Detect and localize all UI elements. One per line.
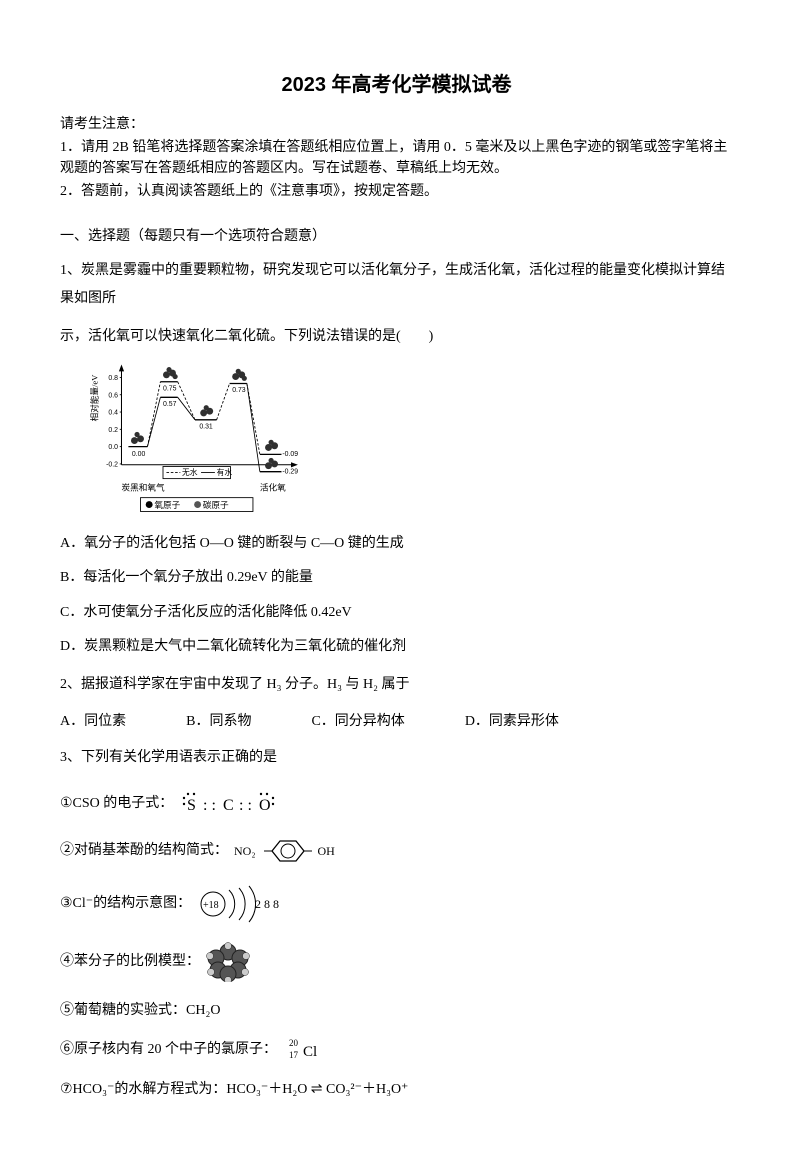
q2-stem: 2、据报道科学家在宇宙中发现了 H₃ 分子。H₃ 与 H₂ 属于 [60,671,733,699]
q3-item-5-text: ⑤葡萄糖的实验式：CH₂O [60,1000,220,1021]
q3-item-2: ②对硝基苯酚的结构简式： NO₂ OH [60,836,733,866]
svg-text:0.31: 0.31 [199,423,213,430]
svg-text:S: S [187,797,196,814]
q1-stem-2: 示，活化氧可以快速氧化二氧化硫。下列说法错误的是( ) [60,323,733,351]
svg-text:活化氧: 活化氧 [260,482,286,493]
q1-opt-d: D．炭黑颗粒是大气中二氧化硫转化为三氧化硫的催化剂 [60,636,733,658]
svg-text:-0.09: -0.09 [282,451,298,458]
q3-item-4-label: ④苯分子的比例模型： [60,951,200,972]
svg-text:氧原子: 氧原子 [154,499,180,510]
svg-text:碳原子: 碳原子 [203,499,229,510]
q3-item-2-right: OH [318,842,335,860]
q3-item-3-label: ③Cl⁻的结构示意图： [60,893,191,914]
svg-text:2 8 8: 2 8 8 [255,897,279,911]
q3-item-2-left: NO₂ [234,842,256,860]
q3-item-4: ④苯分子的比例模型： [60,942,733,982]
q3-item-6-label: ⑥原子核内有 20 个中子的氯原子： [60,1039,277,1060]
svg-text:O: O [259,797,271,814]
svg-text:: :: : : [203,797,216,814]
svg-text:0.4: 0.4 [108,410,118,417]
svg-text:-0.2: -0.2 [106,462,118,469]
benzene-ring-icon [262,836,312,866]
nuclide-notation: 20 17 Cl [289,1039,323,1061]
svg-text:0.8: 0.8 [108,375,118,382]
svg-text:: :: : : [239,797,252,814]
svg-text:炭黑和氧气: 炭黑和氧气 [121,482,165,493]
q2-options: A．同位素 B．同系物 C．同分异构体 D．同素异形体 [60,711,733,732]
q3-item-7-text: ⑦HCO₃⁻的水解方程式为：HCO₃⁻＋H₂O ⇌ CO₃²⁻＋H₃O⁺ [60,1079,408,1100]
q2-opt-a: A．同位素 [60,711,126,732]
svg-text:有水: 有水 [217,467,233,477]
energy-chart: -0.2 0.0 0.2 0.4 0.6 0.8 [70,361,320,521]
svg-text:0.00: 0.00 [132,451,146,458]
space-filling-model-icon [206,942,250,982]
svg-text:无水: 无水 [182,467,198,477]
chart-svg: -0.2 0.0 0.2 0.4 0.6 0.8 [70,361,320,521]
q2-opt-d: D．同素异形体 [465,711,559,732]
q1-opt-a: A．氧分子的活化包括 O—O 键的断裂与 C—O 键的生成 [60,533,733,555]
notice-header: 请考生注意： [60,114,733,135]
lewis-structure-icon: S : : C : : O [179,790,289,818]
q3-stem: 3、下列有关化学用语表示正确的是 [60,744,733,772]
svg-text:相对能量/eV: 相对能量/eV [88,374,99,422]
svg-text:0.6: 0.6 [108,392,118,399]
svg-text:0.2: 0.2 [108,427,118,434]
svg-text:C: C [223,797,234,814]
notice-line-2: 2．答题前，认真阅读答题纸上的《注意事项》，按规定答题。 [60,181,733,202]
page-title: 2023 年高考化学模拟试卷 [60,70,733,100]
section-1-header: 一、选择题（每题只有一个选项符合题意） [60,226,733,247]
q3-item-1-label: ①CSO 的电子式： [60,793,173,814]
q3-item-5: ⑤葡萄糖的实验式：CH₂O [60,1000,733,1021]
svg-text:0.57: 0.57 [163,401,177,408]
q1-opt-b: B．每活化一个氧分子放出 0.29eV 的能量 [60,567,733,589]
atom-structure-icon: +18 2 8 8 [197,884,287,924]
q3-item-6: ⑥原子核内有 20 个中子的氯原子： 20 17 Cl [60,1039,733,1061]
notice-line-1: 1．请用 2B 铅笔将选择题答案涂填在答题纸相应位置上，请用 0．5 毫米及以上… [60,137,733,179]
svg-text:-0.29: -0.29 [282,468,298,475]
q2-opt-c: C．同分异构体 [311,711,404,732]
svg-text:0.73: 0.73 [232,387,246,394]
svg-text:0.75: 0.75 [163,385,177,392]
q1-opt-c: C．水可使氧分子活化反应的活化能降低 0.42eV [60,602,733,624]
q3-item-2-label: ②对硝基苯酚的结构简式： [60,840,228,861]
q1-stem-1: 1、炭黑是雾霾中的重要颗粒物，研究发现它可以活化氧分子，生成活化氧，活化过程的能… [60,257,733,313]
q3-item-3: ③Cl⁻的结构示意图： +18 2 8 8 [60,884,733,924]
svg-text:+18: +18 [203,900,219,911]
svg-text:0.0: 0.0 [108,444,118,451]
q2-opt-b: B．同系物 [186,711,251,732]
q3-item-1: ①CSO 的电子式： S : : C : : O [60,790,733,818]
q3-item-7: ⑦HCO₃⁻的水解方程式为：HCO₃⁻＋H₂O ⇌ CO₃²⁻＋H₃O⁺ [60,1079,733,1100]
